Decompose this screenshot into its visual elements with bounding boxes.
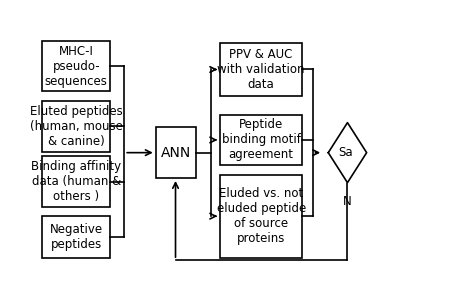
FancyBboxPatch shape <box>156 127 196 178</box>
Text: PPV & AUC
with validation
data: PPV & AUC with validation data <box>217 48 305 91</box>
Text: Eluted peptides
(human, mouse
& canine): Eluted peptides (human, mouse & canine) <box>30 105 123 148</box>
Text: Sa: Sa <box>338 146 353 159</box>
Text: ANN: ANN <box>161 146 191 160</box>
FancyBboxPatch shape <box>42 40 110 92</box>
Text: Binding affinity
data (human &
others ): Binding affinity data (human & others ) <box>31 160 122 203</box>
Text: Negative
peptides: Negative peptides <box>50 223 103 251</box>
Text: Eluded vs. not
eluded peptide
of source
proteins: Eluded vs. not eluded peptide of source … <box>216 187 306 245</box>
FancyBboxPatch shape <box>220 175 302 258</box>
FancyBboxPatch shape <box>42 156 110 207</box>
FancyBboxPatch shape <box>220 43 302 96</box>
FancyBboxPatch shape <box>220 115 302 165</box>
Text: Peptide
binding motif
agreement: Peptide binding motif agreement <box>222 118 301 161</box>
Text: N: N <box>343 195 352 208</box>
Polygon shape <box>328 123 367 183</box>
FancyBboxPatch shape <box>42 216 110 258</box>
Text: MHC-I
pseudo-
sequences: MHC-I pseudo- sequences <box>45 44 108 88</box>
FancyBboxPatch shape <box>42 101 110 152</box>
